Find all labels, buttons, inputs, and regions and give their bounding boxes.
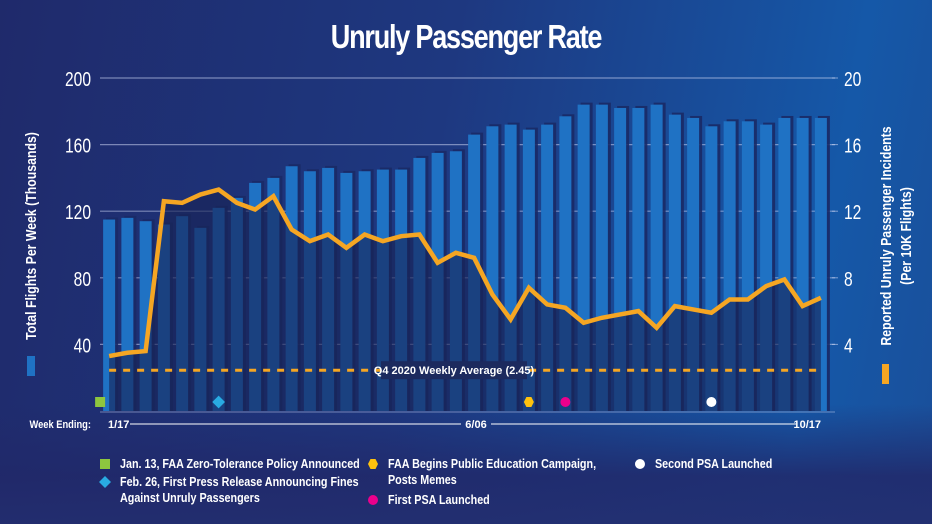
axis-titles: Total Flights Per Week (Thousands) Report… xyxy=(23,126,914,384)
event-hexagon-marker xyxy=(523,397,534,407)
y-right-axis-title-line2: (Per 10K Flights) xyxy=(898,187,914,285)
line-area xyxy=(109,189,821,411)
y-right-tick-label: 12 xyxy=(844,201,861,223)
y-right-tick-label: 16 xyxy=(844,135,861,157)
y-left-tick-label: 40 xyxy=(74,335,91,357)
y-right-tick-label: 20 xyxy=(844,68,861,90)
y-left-tick-label: 120 xyxy=(65,201,91,223)
x-axis-title: Week Ending: xyxy=(29,419,91,431)
white-circle-icon xyxy=(635,459,645,469)
reference-line: Q4 2020 Weekly Average (2.45) xyxy=(109,361,821,380)
line-area-fill xyxy=(109,189,821,411)
legend-column-3: Second PSA Launched xyxy=(635,456,791,472)
blue-diamond-icon xyxy=(98,475,112,489)
event-markers xyxy=(95,395,717,409)
x-tick-label: 10/17 xyxy=(793,419,821,431)
y-right-tick-label: 4 xyxy=(844,335,853,357)
x-axis: Week Ending: 1/17 6/06 10/17 xyxy=(29,411,835,431)
pink-circle-icon xyxy=(368,495,378,505)
reference-label-bg xyxy=(381,361,527,380)
legend-column-1: Jan. 13, FAA Zero-Tolerance Policy Annou… xyxy=(98,456,399,506)
incident-rate-line xyxy=(108,187,822,359)
event-square-marker xyxy=(95,397,106,407)
y-left-tick-label: 160 xyxy=(65,135,91,157)
y-left-axis-title: Total Flights Per Week (Thousands) xyxy=(23,132,39,340)
legend-item-zero-tolerance: Jan. 13, FAA Zero-Tolerance Policy Annou… xyxy=(100,456,399,472)
y-right-axis-title-line1: Reported Unruly Passenger Incidents xyxy=(878,126,894,346)
y-left-tick-label: 200 xyxy=(65,68,91,90)
legend-item-first-psa: First PSA Launched xyxy=(368,492,630,508)
legend-column-2: FAA Begins Public Education Campaign, Po… xyxy=(368,456,630,508)
legend-item-press-release: Feb. 26, First Press Release Announcing … xyxy=(98,474,399,506)
reference-label: Q4 2020 Weekly Average (2.45) xyxy=(374,365,535,377)
event-circle-marker xyxy=(560,397,571,407)
x-tick-label: 1/17 xyxy=(108,419,129,431)
green-square-icon xyxy=(100,459,110,469)
event-circle-marker xyxy=(706,397,717,407)
right-axis-legend-swatch xyxy=(882,364,889,384)
x-tick-label: 6/06 xyxy=(465,419,486,431)
legend-item-education-campaign: FAA Begins Public Education Campaign, Po… xyxy=(368,456,630,488)
event-diamond-marker xyxy=(212,395,225,409)
yellow-hexagon-icon xyxy=(368,459,378,469)
left-axis-legend-swatch xyxy=(27,356,35,376)
legend-item-second-psa: Second PSA Launched xyxy=(635,456,791,472)
y-left-tick-label: 80 xyxy=(74,268,91,290)
chart-title: Unruly Passenger Rate xyxy=(330,18,603,55)
axis-ticks: 40 80 120 160 200 4 8 12 16 20 xyxy=(65,68,861,357)
y-right-tick-label: 8 xyxy=(844,268,853,290)
line-series xyxy=(108,187,822,359)
